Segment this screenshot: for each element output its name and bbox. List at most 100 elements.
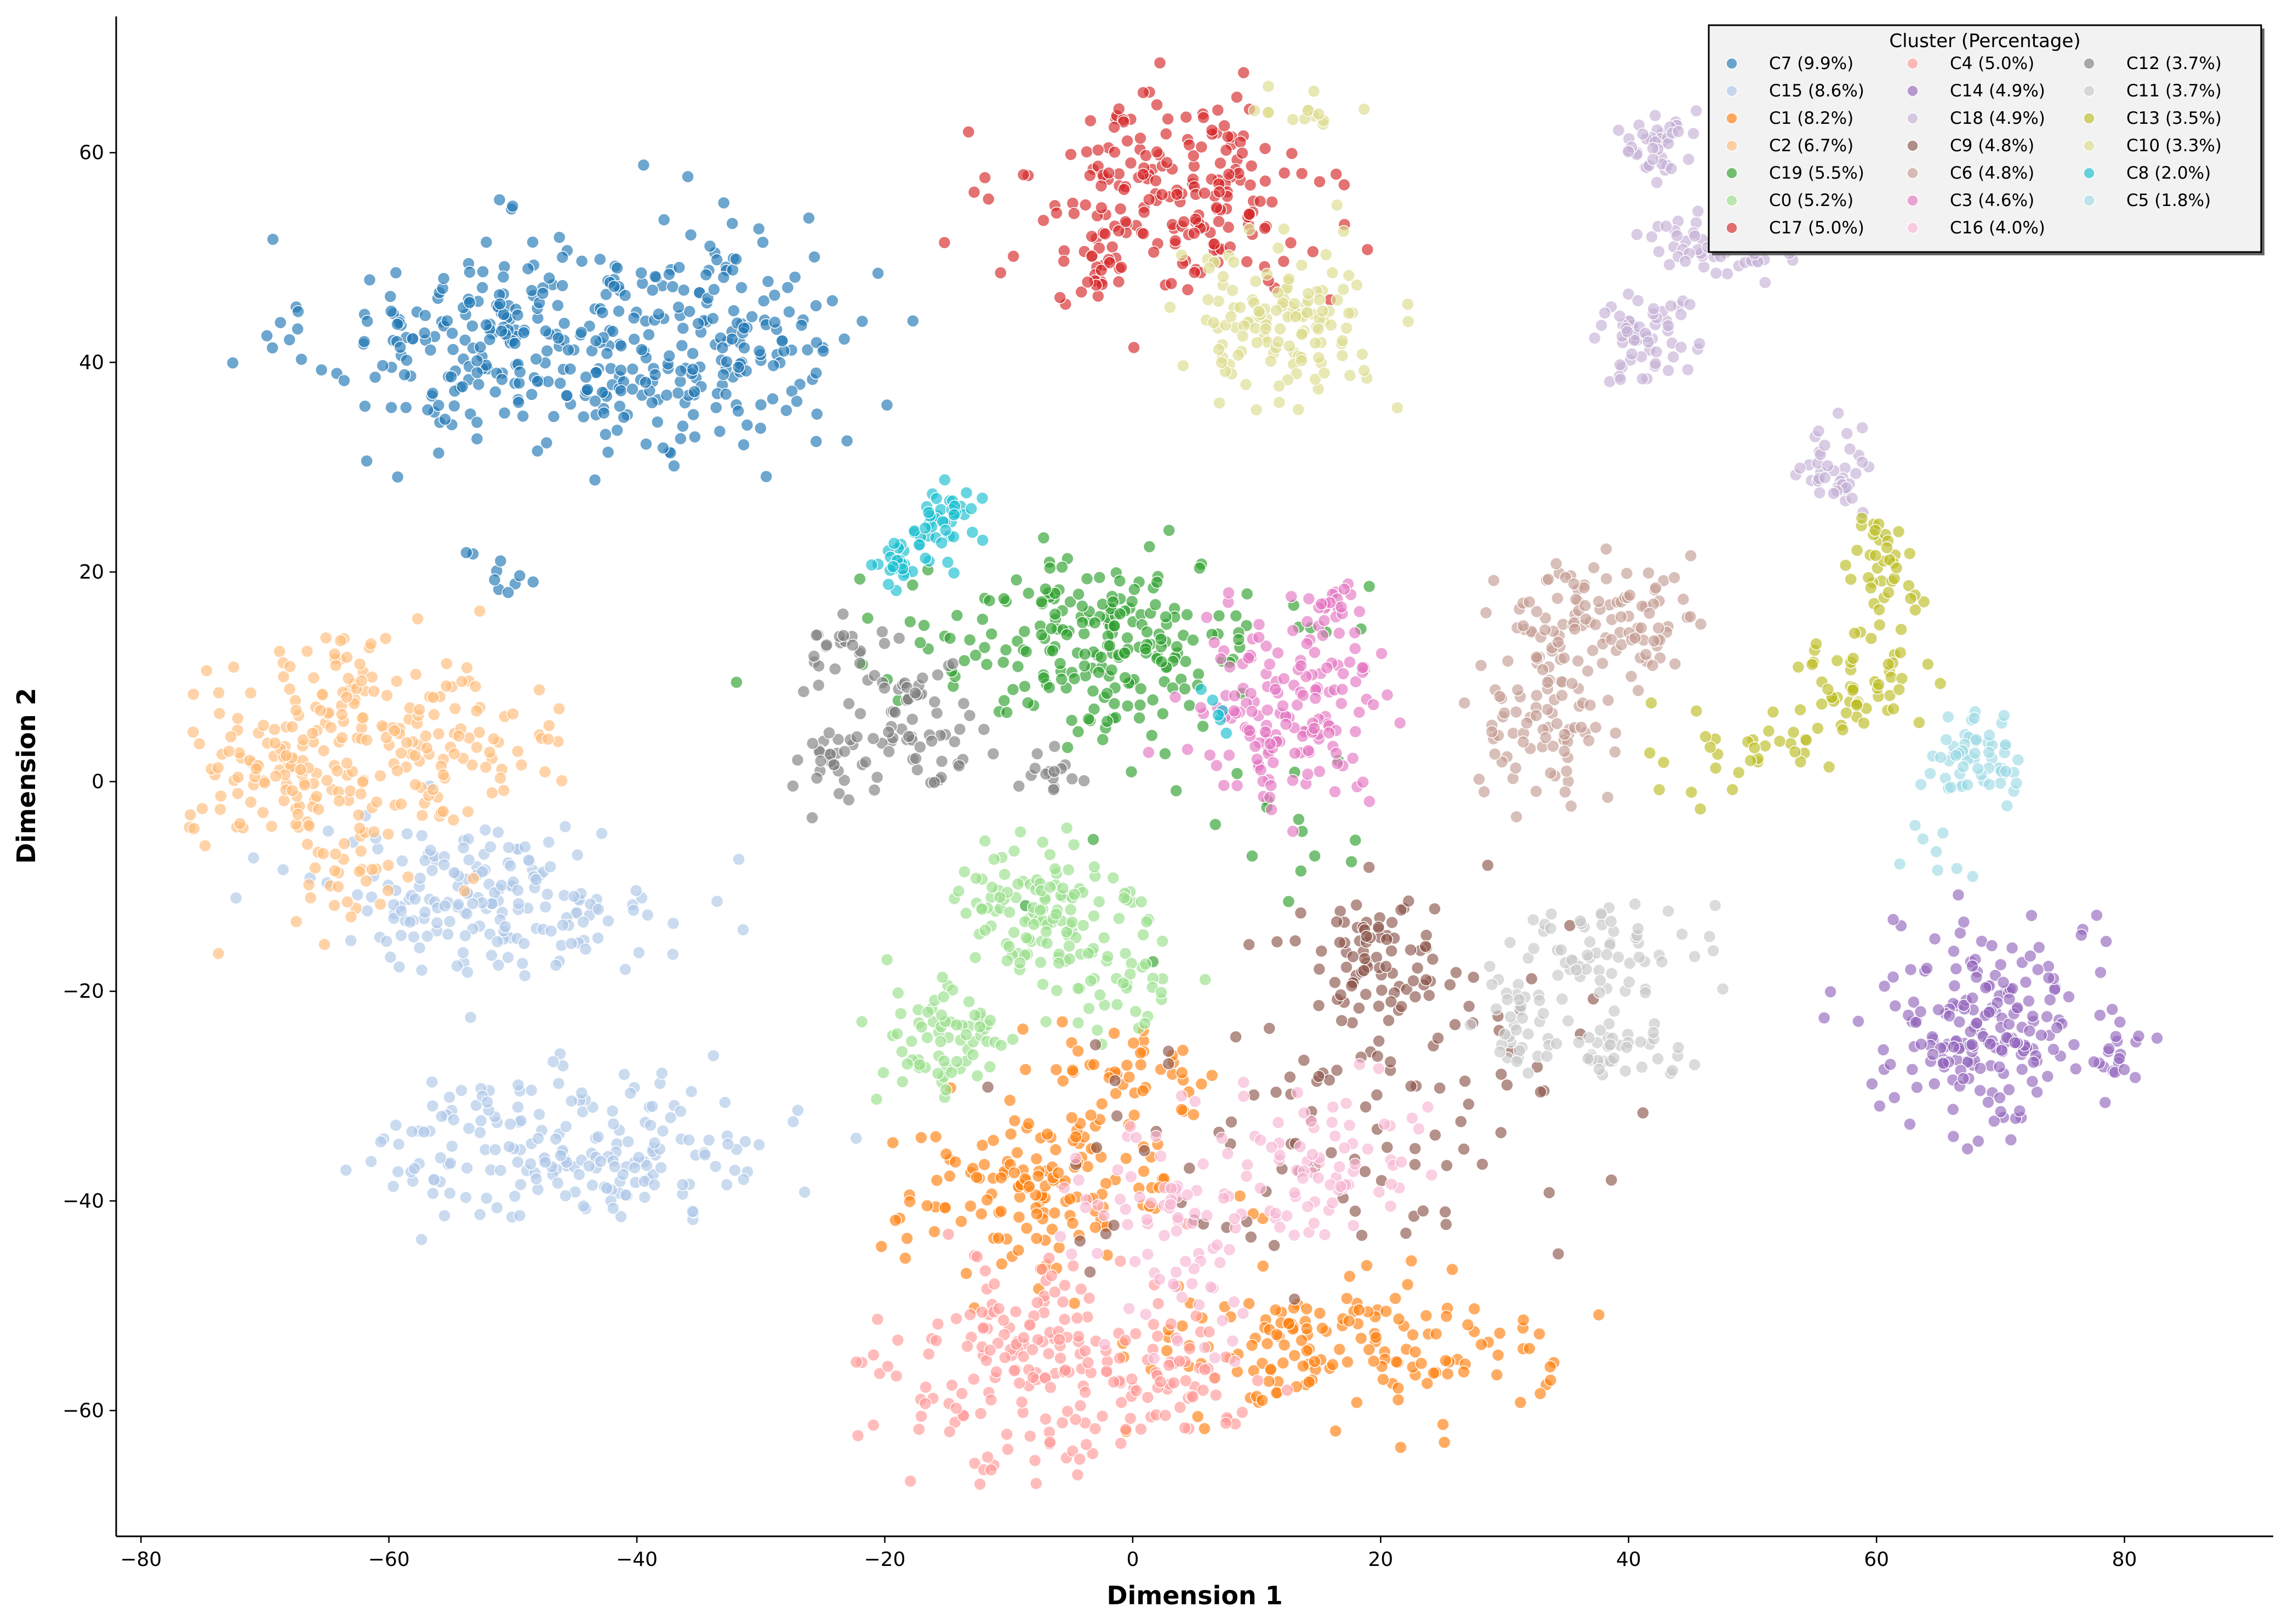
point-c2	[214, 790, 227, 803]
point-c13	[1864, 632, 1878, 645]
point-c1	[1087, 1058, 1100, 1071]
point-c17	[1213, 185, 1226, 198]
point-c0	[971, 1069, 984, 1083]
point-c16	[1421, 1100, 1435, 1114]
point-c15	[573, 1168, 586, 1181]
point-c7	[516, 409, 529, 423]
point-c3	[1309, 691, 1322, 705]
point-c19	[1009, 573, 1023, 587]
point-c0	[975, 902, 989, 916]
point-c8	[912, 538, 926, 551]
point-c2	[413, 703, 426, 716]
point-c11	[1620, 1040, 1634, 1054]
point-c7	[438, 413, 452, 426]
point-c0	[1082, 1002, 1096, 1015]
point-c7	[674, 432, 687, 445]
point-c14	[2026, 1010, 2039, 1023]
point-c1	[1389, 1292, 1402, 1305]
point-c13	[1855, 512, 1869, 525]
point-c4	[1017, 1331, 1030, 1344]
point-c4	[1071, 1468, 1085, 1482]
point-c4	[931, 1317, 945, 1331]
point-c6	[1542, 573, 1555, 586]
point-c4	[1081, 1356, 1095, 1369]
point-c15	[473, 1208, 487, 1221]
point-c0	[1091, 1023, 1104, 1037]
point-c2	[224, 730, 237, 744]
point-c3	[1353, 706, 1366, 719]
point-c0	[973, 1020, 986, 1033]
point-c19	[1170, 640, 1184, 654]
point-c14	[1927, 1077, 1941, 1090]
point-c15	[466, 897, 480, 910]
point-c15	[518, 840, 532, 854]
point-c10	[1213, 396, 1226, 410]
point-c12	[925, 734, 938, 748]
point-c6	[1601, 791, 1614, 804]
point-c3	[1259, 725, 1272, 739]
point-c10	[1212, 342, 1225, 356]
point-c4	[961, 1340, 974, 1353]
point-c7	[273, 316, 287, 329]
point-c19	[1240, 587, 1254, 601]
point-c18	[1650, 176, 1664, 189]
point-c2	[258, 776, 271, 790]
point-c4	[929, 1334, 943, 1347]
point-c7	[446, 327, 459, 340]
point-c10	[1217, 270, 1230, 283]
point-c9	[1431, 1031, 1445, 1045]
point-c16	[1170, 1224, 1183, 1238]
point-c17	[1242, 208, 1256, 221]
point-c0	[900, 1057, 914, 1071]
point-c14	[1970, 1016, 1983, 1030]
point-c7	[709, 401, 723, 414]
point-c2	[497, 784, 510, 797]
point-c1	[1544, 1374, 1558, 1387]
point-c1	[992, 1232, 1005, 1245]
point-c9	[1400, 982, 1413, 996]
point-c1	[1205, 1069, 1219, 1082]
point-c9	[1375, 983, 1388, 997]
point-c12	[916, 671, 929, 685]
legend-marker	[1726, 140, 1738, 152]
point-c16	[1353, 1057, 1366, 1071]
x-tick-label: −40	[616, 1548, 658, 1571]
point-c10	[1357, 102, 1371, 116]
point-c15	[676, 1178, 689, 1191]
point-c4	[1119, 1423, 1132, 1436]
point-c7	[476, 281, 489, 294]
point-c7	[441, 314, 454, 328]
point-c12	[838, 745, 851, 758]
point-c11	[1604, 914, 1618, 928]
point-c7	[717, 368, 730, 381]
point-c0	[1060, 925, 1074, 939]
point-c10	[1252, 305, 1266, 318]
point-c6	[1600, 542, 1613, 556]
point-c7	[785, 385, 798, 398]
point-c7	[660, 388, 674, 402]
point-c11	[1540, 1050, 1554, 1063]
point-c10	[1242, 223, 1256, 236]
point-c8	[908, 524, 921, 537]
point-c17	[994, 266, 1007, 279]
point-c10	[1401, 315, 1415, 328]
point-c0	[969, 872, 983, 885]
point-c16	[1198, 1341, 1211, 1354]
point-c1	[1446, 1263, 1459, 1276]
point-c12	[870, 770, 884, 784]
point-c16	[1223, 1243, 1236, 1256]
point-c7	[710, 253, 723, 266]
point-c2	[511, 745, 524, 758]
point-c7	[455, 380, 469, 393]
point-c7	[639, 376, 652, 389]
point-c12	[806, 737, 819, 750]
point-c10	[1391, 401, 1404, 415]
legend-marker	[1907, 112, 1919, 124]
point-c7	[802, 211, 815, 225]
point-c1	[1088, 1221, 1102, 1234]
point-c19	[1053, 657, 1067, 670]
point-c3	[1348, 626, 1361, 639]
point-c7	[726, 264, 739, 277]
point-c1	[995, 1257, 1008, 1271]
point-c13	[1800, 734, 1813, 747]
